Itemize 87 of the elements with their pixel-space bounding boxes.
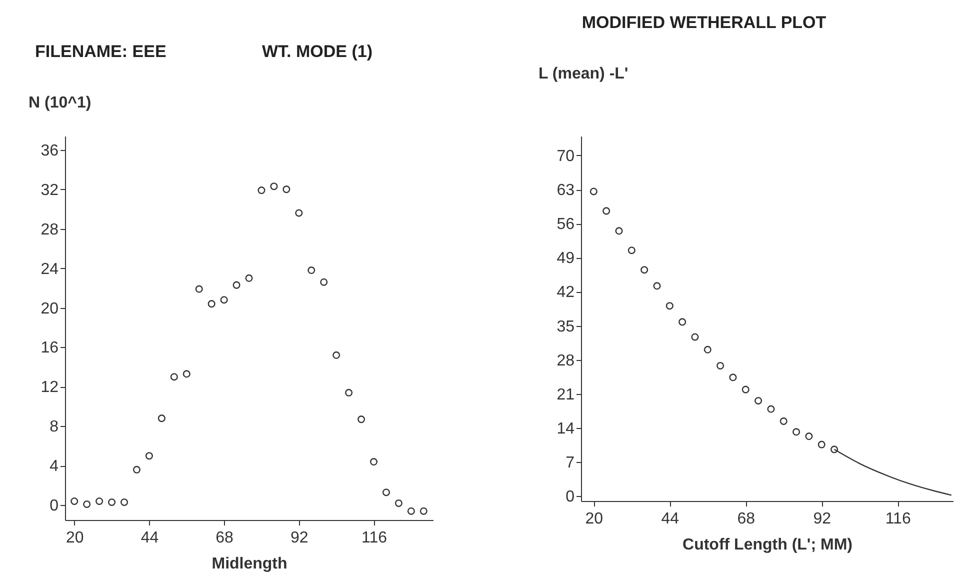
line-series — [834, 448, 952, 496]
point — [805, 432, 813, 440]
point — [245, 274, 253, 282]
point — [270, 182, 278, 190]
point — [358, 416, 366, 424]
y-tick-label: 0 — [50, 498, 59, 515]
y-axis-title: L (mean) -L' — [538, 66, 628, 82]
chart-title: MODIFIED WETHERALL PLOT — [582, 13, 827, 32]
chart-title: FILENAME: EEE — [35, 42, 166, 61]
x-tick-label: 68 — [216, 530, 234, 546]
y-tick-label: 42 — [556, 284, 575, 302]
point — [818, 440, 826, 448]
point — [170, 373, 178, 381]
point — [767, 405, 775, 413]
y-tick-label: 70 — [556, 148, 575, 165]
point — [407, 507, 415, 515]
point — [145, 452, 153, 460]
point — [394, 499, 402, 507]
y-tick-label: 36 — [40, 142, 59, 160]
chart-subtitle: WT. MODE (1) — [262, 42, 372, 61]
y-tick-label: 4 — [50, 458, 59, 476]
point — [628, 246, 636, 254]
point — [108, 498, 116, 506]
point — [590, 188, 598, 196]
point — [704, 346, 712, 354]
y-axis-title: N (10^1) — [28, 94, 92, 112]
point — [220, 296, 228, 304]
x-tick-label: 44 — [140, 530, 159, 546]
x-tick-label: 92 — [813, 510, 832, 528]
point — [308, 266, 316, 274]
point — [96, 497, 104, 505]
y-tick-label: 7 — [566, 454, 575, 472]
x-tick-label: 116 — [361, 530, 388, 546]
point — [382, 488, 390, 496]
x-axis-title: Midlength — [212, 556, 288, 572]
point — [742, 386, 750, 394]
point — [678, 318, 686, 326]
y-tick-label: 56 — [556, 216, 575, 234]
point — [332, 351, 340, 359]
point — [132, 466, 140, 474]
point — [729, 374, 737, 382]
point — [420, 507, 428, 515]
x-tick-label: 68 — [737, 510, 756, 528]
y-tick-label: 0 — [566, 488, 575, 506]
point — [653, 282, 661, 290]
point — [70, 497, 78, 505]
point — [195, 285, 203, 293]
y-tick-label: 21 — [556, 386, 575, 404]
point — [158, 414, 166, 422]
point — [232, 281, 240, 289]
y-tick-label: 8 — [50, 418, 59, 436]
y-tick-label: 16 — [40, 340, 59, 357]
y-tick-label: 32 — [40, 182, 59, 199]
point — [602, 207, 610, 215]
point — [780, 417, 788, 425]
y-tick-label: 63 — [556, 182, 575, 200]
y-tick-label: 20 — [40, 300, 59, 318]
point — [640, 266, 648, 274]
y-tick-label: 28 — [556, 352, 575, 370]
y-tick-label: 12 — [40, 379, 59, 396]
point — [615, 227, 623, 235]
point — [182, 370, 190, 378]
point — [258, 186, 266, 194]
x-tick-label: 92 — [290, 530, 308, 546]
point — [320, 278, 328, 286]
point — [208, 300, 216, 308]
point — [792, 428, 800, 436]
x-tick-label: 44 — [661, 510, 680, 528]
point — [83, 500, 91, 508]
point — [345, 388, 353, 396]
point — [295, 209, 303, 217]
point — [120, 498, 128, 506]
point — [282, 186, 290, 194]
y-tick-label: 14 — [556, 420, 575, 438]
x-tick-label: 116 — [885, 510, 911, 528]
point — [716, 362, 724, 370]
x-axis-title: Cutoff Length (L'; MM) — [682, 536, 852, 554]
point — [666, 302, 674, 310]
point — [370, 458, 378, 466]
x-tick-label: 20 — [585, 510, 604, 528]
y-tick-label: 49 — [556, 250, 575, 268]
y-tick-label: 28 — [40, 221, 59, 238]
point — [691, 333, 699, 341]
y-tick-label: 24 — [40, 260, 59, 278]
point — [754, 396, 762, 404]
x-tick-label: 20 — [66, 530, 84, 546]
y-tick-label: 35 — [556, 318, 575, 336]
